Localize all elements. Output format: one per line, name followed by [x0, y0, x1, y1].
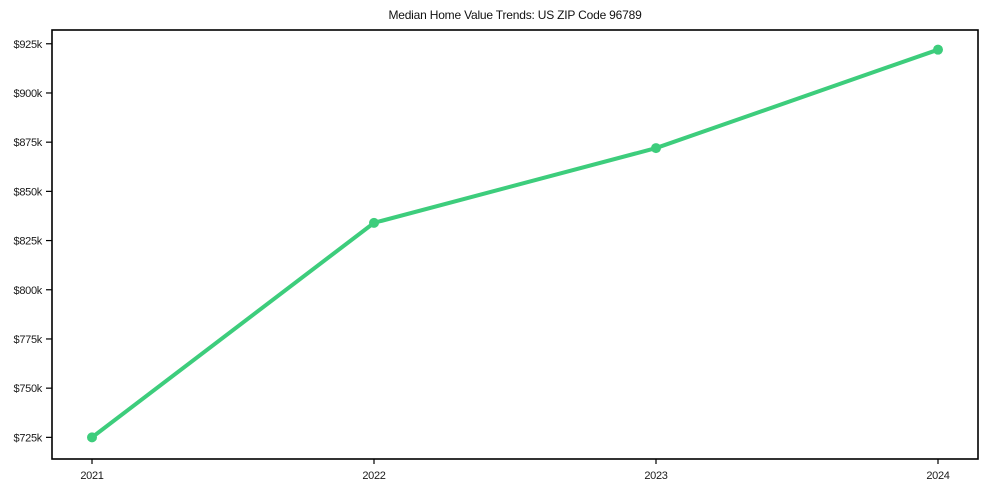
data-point-2024	[932, 44, 943, 55]
trend-line	[90, 47, 940, 440]
x-tick-label: 2022	[362, 470, 385, 482]
plot-border	[51, 29, 979, 460]
x-tick-label: 2021	[80, 470, 103, 482]
y-tick-label: $800k	[14, 285, 43, 297]
chart-title: Median Home Value Trends: US ZIP Code 96…	[388, 8, 642, 22]
data-point-2023	[650, 143, 661, 154]
y-tick-label: $900k	[14, 88, 43, 100]
y-tick-label: $875k	[14, 137, 43, 149]
data-point-2021	[87, 432, 98, 443]
x-tick-label: 2024	[926, 470, 949, 482]
x-tick-label: 2023	[644, 470, 667, 482]
y-tick-label: $925k	[14, 39, 43, 51]
data-point-2022	[369, 217, 380, 228]
y-tick-label: $825k	[14, 236, 43, 248]
y-tick-label: $750k	[14, 383, 43, 395]
y-tick-label: $725k	[14, 432, 43, 444]
y-tick-label: $850k	[14, 186, 43, 198]
y-tick-label: $775k	[14, 334, 43, 346]
